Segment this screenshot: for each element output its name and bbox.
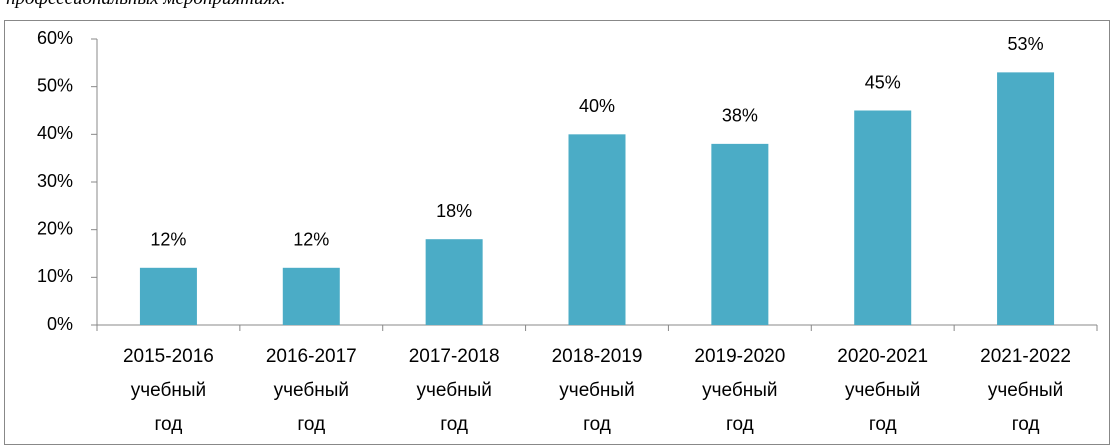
y-tick-label: 50% [37,75,73,95]
bar [854,110,912,325]
data-label: 18% [436,201,472,221]
x-tick-label: 2016-2017 учебный год [265,346,357,435]
data-label: 45% [865,72,901,92]
bar [568,134,626,325]
chart-border [4,20,1110,445]
y-tick-label: 30% [37,171,73,191]
data-label: 38% [722,106,758,126]
x-tick-label: 2021-2022 учебный год [980,346,1071,435]
data-label: 40% [579,96,615,116]
x-tick-label: 2018-2019 учебный год [551,346,643,435]
bar [425,239,483,325]
y-tick-label: 40% [37,123,73,143]
bar [997,72,1055,325]
data-label: 53% [1008,34,1044,54]
x-tick-label: 2017-2018 учебный год [408,346,500,435]
x-tick-label: 2015-2016 учебный год [122,346,214,435]
data-label: 12% [293,230,329,250]
x-tick-label: 2019-2020 учебный год [694,346,786,435]
y-tick-label: 20% [37,218,73,238]
bar [282,267,340,325]
y-tick-label: 60% [37,28,73,48]
bar [711,143,769,325]
y-tick-label: 10% [37,266,73,286]
bar [139,267,197,325]
data-label: 12% [150,230,186,250]
x-tick-label: 2020-2021 учебный год [837,346,929,435]
y-tick-label: 0% [47,314,73,334]
caption: профессиональных мероприятиях. [6,0,286,10]
